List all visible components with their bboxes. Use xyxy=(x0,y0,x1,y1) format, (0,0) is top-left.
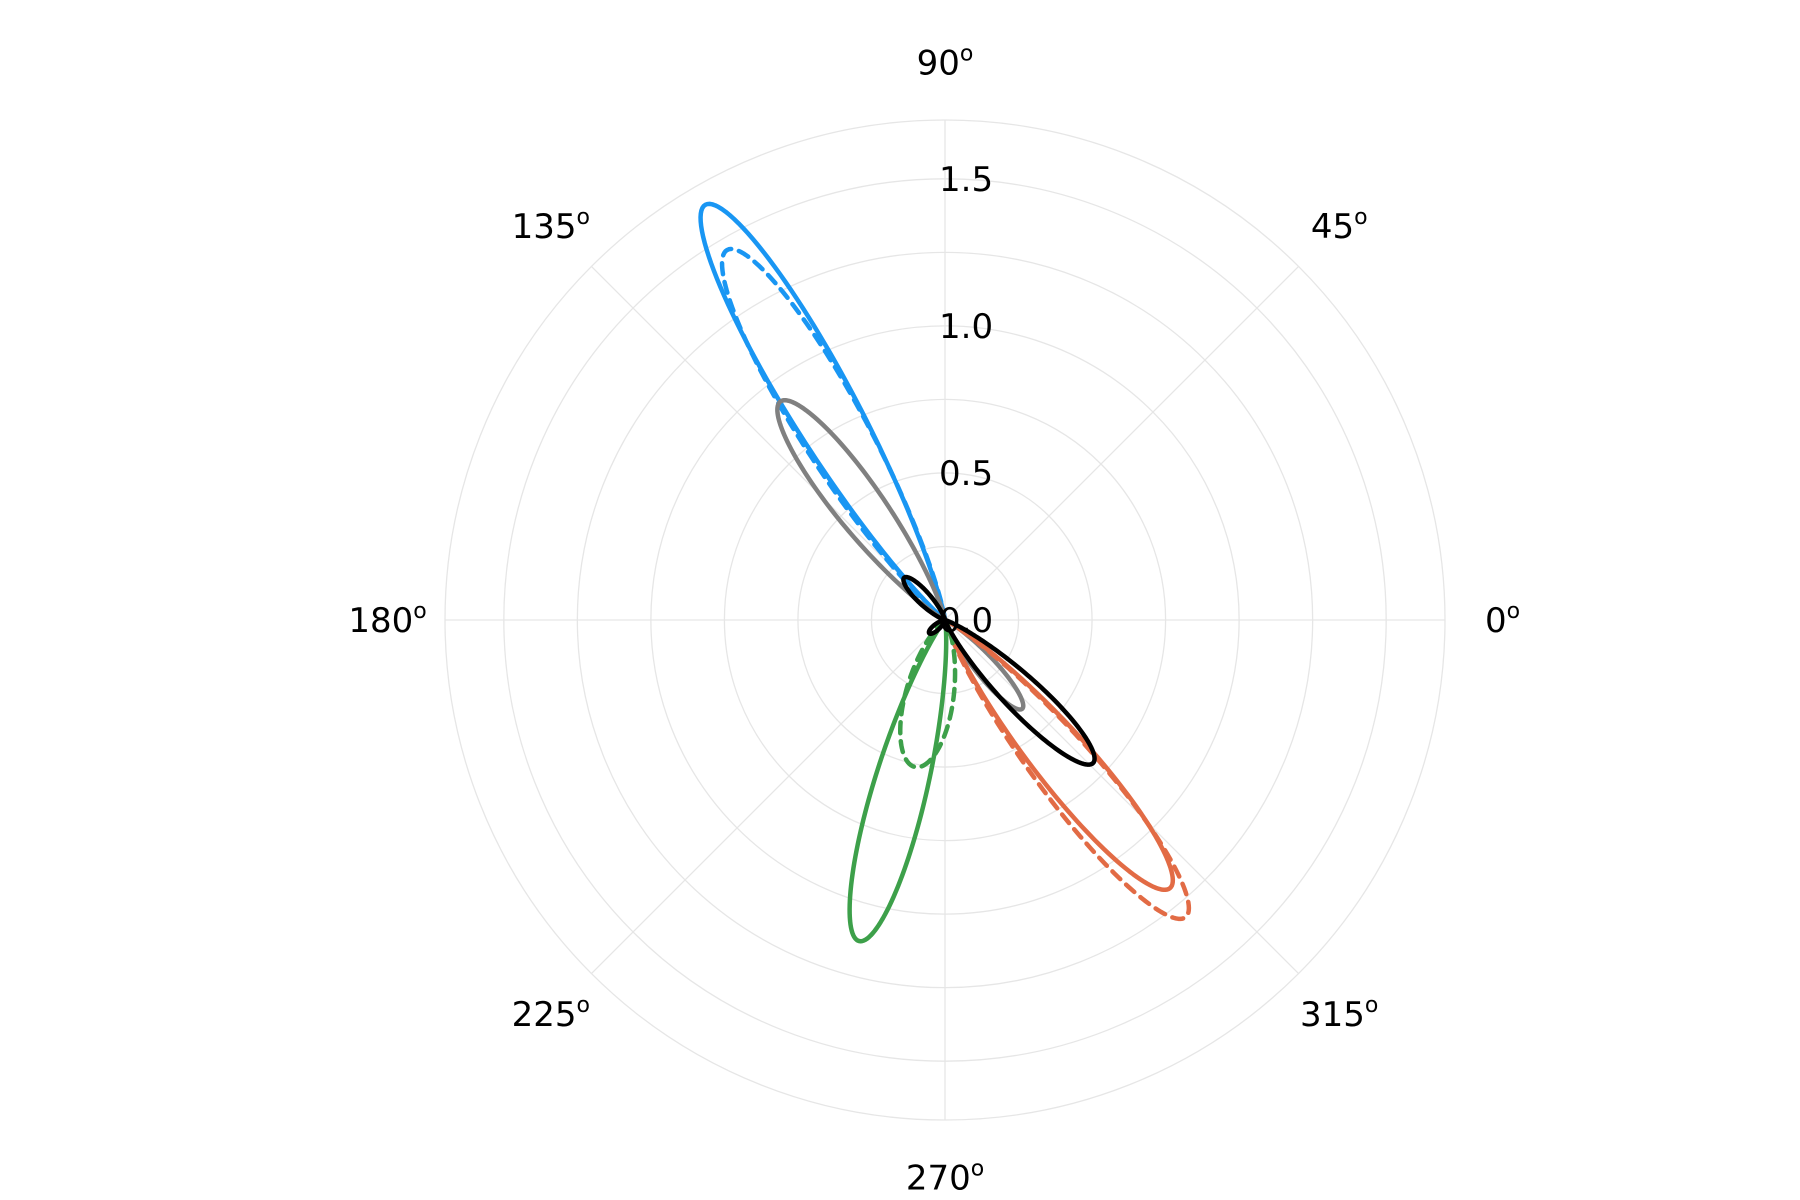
polar-series xyxy=(698,201,1192,944)
angle-tick-label: 270o xyxy=(906,1157,984,1199)
angle-tick-label: 225o xyxy=(512,993,590,1035)
series-line-4 xyxy=(942,617,1192,922)
radial-tick-label: 0.5 xyxy=(939,454,993,494)
angle-tick-label: 315o xyxy=(1300,993,1378,1035)
angle-tick-label: 135o xyxy=(512,205,590,247)
series-line-5 xyxy=(847,617,949,944)
series-line-2 xyxy=(775,397,1026,712)
radial-tick-label: 1.5 xyxy=(939,160,993,200)
grid-spoke xyxy=(944,265,1300,621)
series-line-3 xyxy=(942,617,1176,893)
radial-tick-label: 1.0 xyxy=(939,307,993,347)
polar-labels: 0o 45o 90o 135o 180o 225o 270o 315o 0.0 0.5 1.0 1.5 xyxy=(348,42,1520,1199)
radial-tick-label: 0.0 xyxy=(939,601,993,641)
angle-tick-label: 180o xyxy=(348,599,426,641)
series-line-7 xyxy=(901,574,1097,767)
grid-spoke xyxy=(590,619,946,975)
angle-tick-label: 45o xyxy=(1311,205,1368,247)
angle-tick-label: 0o xyxy=(1485,599,1520,641)
grid-spoke xyxy=(944,619,1300,975)
angle-tick-label: 90o xyxy=(917,42,974,84)
